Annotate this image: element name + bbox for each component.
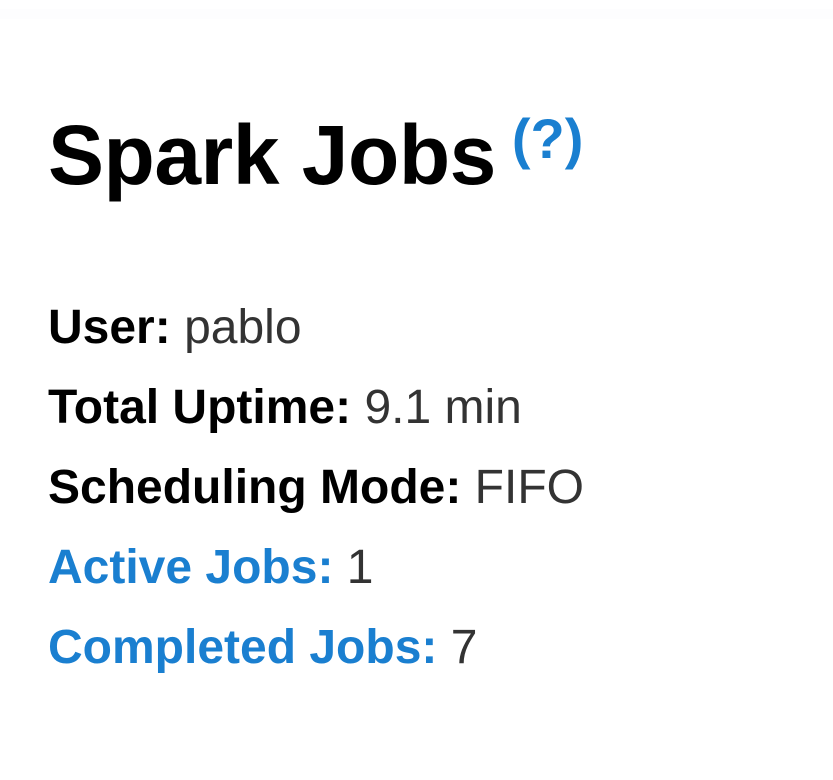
active-jobs-count: 1 xyxy=(346,541,374,594)
job-summary-list: User: pablo Total Uptime: 9.1 min Schedu… xyxy=(48,288,584,688)
page-title: Spark Jobs (?) xyxy=(48,96,583,198)
list-item-completed-jobs[interactable]: Completed Jobs: 7 xyxy=(48,608,584,688)
list-item-total-uptime: Total Uptime: 9.1 min xyxy=(48,368,584,448)
summary-label: Scheduling Mode: xyxy=(48,461,462,514)
completed-jobs-count: 7 xyxy=(450,621,478,674)
summary-label: User: xyxy=(48,301,171,354)
navbar-shadow-strip xyxy=(0,9,833,19)
summary-value: 9.1 min xyxy=(364,381,522,434)
summary-value: pablo xyxy=(184,301,302,354)
summary-label: Total Uptime: xyxy=(48,381,352,434)
page-title-text: Spark Jobs xyxy=(48,108,496,202)
completed-jobs-link[interactable]: Completed Jobs: xyxy=(48,621,438,674)
question-mark-help-link[interactable]: (?) xyxy=(511,107,584,170)
active-jobs-link[interactable]: Active Jobs: xyxy=(48,541,334,594)
list-item-active-jobs[interactable]: Active Jobs: 1 xyxy=(48,528,584,608)
list-item-scheduling-mode: Scheduling Mode: FIFO xyxy=(48,448,584,528)
navbar-bottom-edge xyxy=(0,0,833,9)
summary-value: FIFO xyxy=(474,461,584,514)
list-item-user: User: pablo xyxy=(48,288,584,368)
